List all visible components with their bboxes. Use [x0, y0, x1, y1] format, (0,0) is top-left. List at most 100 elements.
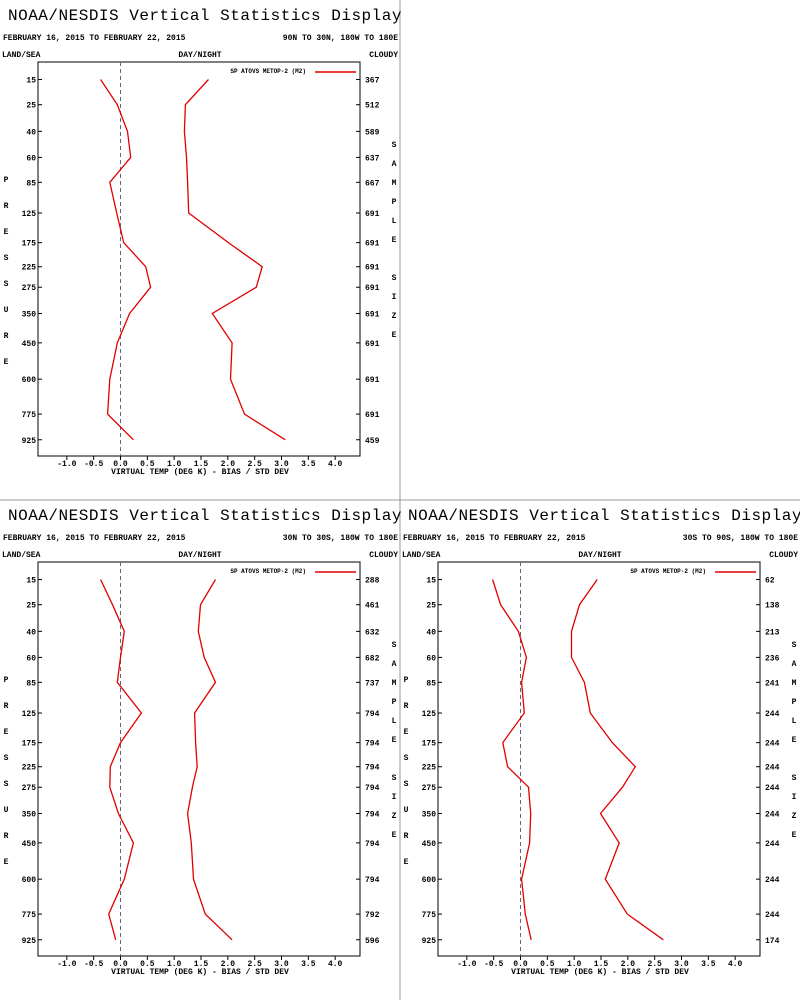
y2-axis-label: SAMPLE SIZE	[390, 141, 399, 350]
sample-size: 794	[365, 764, 380, 773]
x-tick-label: 3.0	[674, 960, 689, 969]
plot-frame	[437, 561, 761, 957]
sample-size: 794	[365, 876, 380, 885]
y-tick-label: 85	[426, 679, 436, 688]
x-tick-label: 0.0	[113, 460, 128, 469]
y-tick-label: 40	[26, 128, 36, 137]
sample-size: 236	[765, 654, 780, 663]
sample-size: 244	[765, 710, 780, 719]
sample-size: 512	[365, 102, 380, 111]
bias-line	[100, 579, 143, 940]
panel: NOAA/NESDIS Vertical Statistics Display F…	[2, 507, 402, 977]
y-tick-label: 275	[422, 784, 437, 793]
sample-size: 244	[765, 810, 780, 819]
sample-size: 691	[365, 284, 380, 293]
plot-frame	[37, 561, 361, 957]
x-tick-label: -1.0	[57, 960, 76, 969]
y-tick-label: 125	[22, 710, 37, 719]
legend-label: SP ATOVS METOP-2 (M2)	[230, 568, 306, 575]
std-dev-line	[186, 579, 233, 941]
y-tick-label: 925	[422, 937, 437, 946]
y-tick-label: 125	[22, 210, 37, 219]
x-tick-label: 1.5	[194, 960, 209, 969]
sample-size: 691	[365, 310, 380, 319]
sample-size: 244	[765, 840, 780, 849]
bias-line	[100, 79, 152, 441]
y-tick-label: 15	[426, 577, 436, 586]
y-tick-label: 600	[22, 876, 37, 885]
y-tick-label: 25	[26, 602, 36, 611]
y-tick-label: 15	[26, 77, 36, 86]
x-tick-label: 0.5	[540, 960, 555, 969]
x-axis-label: VIRTUAL TEMP (DEG K) - BIAS / STD DEV	[111, 968, 289, 977]
sample-size: 244	[765, 784, 780, 793]
cloudy-label: CLOUDY	[769, 551, 798, 560]
y-tick-label: 350	[22, 310, 37, 319]
sample-size: 367	[365, 77, 380, 86]
x-tick-label: -1.0	[457, 960, 476, 969]
x-tick-label: 0.5	[140, 960, 155, 969]
x-tick-label: 1.0	[567, 960, 582, 969]
sample-size: 691	[365, 210, 380, 219]
x-tick-label: 3.5	[301, 960, 316, 969]
sample-size: 794	[365, 810, 380, 819]
x-tick-label: 2.0	[221, 960, 236, 969]
x-tick-label: 0.0	[113, 960, 128, 969]
region: 90N TO 30N, 180W TO 180E	[283, 34, 398, 43]
y-tick-label: 350	[422, 810, 437, 819]
sample-size: 461	[365, 602, 380, 611]
land-sea-label: LAND/SEA	[402, 551, 441, 560]
y-tick-label: 350	[22, 810, 37, 819]
x-tick-label: 2.5	[247, 460, 262, 469]
sample-size: 682	[365, 654, 380, 663]
sample-size: 138	[765, 602, 780, 611]
x-tick-label: 1.5	[594, 960, 609, 969]
sample-size: 244	[765, 911, 780, 920]
bias-line	[491, 579, 532, 940]
y-tick-label: 60	[26, 654, 36, 663]
y-tick-label: 25	[426, 602, 436, 611]
sample-size: 288	[365, 577, 380, 586]
x-tick-label: 4.0	[328, 460, 343, 469]
y-tick-label: 175	[422, 740, 437, 749]
y2-axis-label: SAMPLE SIZE	[390, 641, 399, 850]
y-tick-label: 600	[22, 376, 37, 385]
date-range: FEBRUARY 16, 2015 TO FEBRUARY 22, 2015	[3, 34, 186, 43]
y-axis-label: PRESSURE	[402, 676, 411, 884]
legend-label: SP ATOVS METOP-2 (M2)	[230, 68, 306, 75]
x-tick-label: 0.5	[140, 460, 155, 469]
y-tick-label: 225	[22, 764, 37, 773]
y-axis-label: PRESSURE	[2, 676, 11, 884]
sample-size: 637	[365, 154, 380, 163]
sample-size: 794	[365, 740, 380, 749]
region: 30S TO 90S, 180W TO 180E	[683, 534, 798, 543]
date-range: FEBRUARY 16, 2015 TO FEBRUARY 22, 2015	[403, 534, 586, 543]
sample-size: 62	[765, 577, 775, 586]
x-tick-label: 4.0	[328, 960, 343, 969]
std-dev-line	[570, 579, 664, 941]
sample-size: 241	[765, 679, 780, 688]
y-tick-label: 775	[22, 911, 37, 920]
region: 30N TO 30S, 180W TO 180E	[283, 534, 398, 543]
sample-size: 244	[765, 876, 780, 885]
x-tick-label: 3.0	[274, 460, 289, 469]
std-dev-line	[183, 79, 286, 441]
cloudy-label: CLOUDY	[369, 51, 398, 60]
land-sea-label: LAND/SEA	[2, 51, 41, 60]
y-tick-label: 225	[22, 264, 37, 273]
sample-size: 244	[765, 740, 780, 749]
y-tick-label: 25	[26, 102, 36, 111]
sample-size: 794	[365, 710, 380, 719]
legend-label: SP ATOVS METOP-2 (M2)	[630, 568, 706, 575]
y-tick-label: 925	[22, 937, 37, 946]
y-tick-label: 85	[26, 679, 36, 688]
y-tick-label: 125	[422, 710, 437, 719]
sample-size: 213	[765, 628, 780, 637]
x-tick-label: 2.0	[621, 960, 636, 969]
x-axis-label: VIRTUAL TEMP (DEG K) - BIAS / STD DEV	[111, 468, 289, 477]
y-tick-label: 925	[22, 437, 37, 446]
chart-title: NOAA/NESDIS Vertical Statistics Display	[408, 507, 800, 525]
sample-size: 459	[365, 437, 380, 446]
x-tick-label: 2.5	[247, 960, 262, 969]
sample-size: 244	[765, 764, 780, 773]
